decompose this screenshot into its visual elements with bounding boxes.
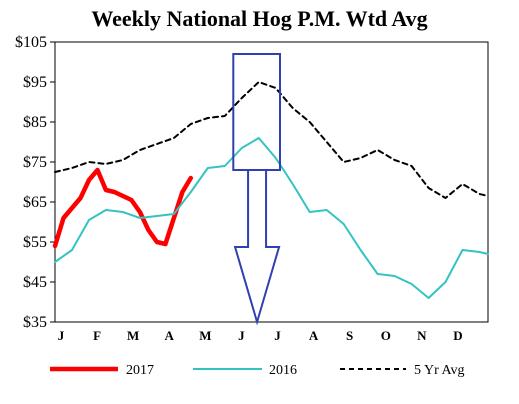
plot-area-frame: [54, 41, 489, 323]
y-tick-label: $35: [23, 314, 47, 331]
x-tick-label: A: [309, 328, 319, 343]
x-tick-label: J: [58, 328, 65, 343]
legend-label-2016: 2016: [269, 363, 297, 378]
y-tick-label: $95: [23, 74, 47, 91]
x-tick-label: O: [381, 328, 391, 343]
y-tick-label: $65: [23, 194, 47, 211]
legend-label-2017: 2017: [126, 363, 154, 378]
x-tick-label: S: [346, 328, 353, 343]
legend-label-5-yr-avg: 5 Yr Avg: [414, 363, 465, 378]
annotation-down-arrow: [233, 169, 281, 326]
y-tick-label: $75: [23, 154, 47, 171]
x-tick-label: M: [199, 328, 211, 343]
series-line-5-yr-avg: [54, 81, 489, 199]
y-tick-label: $45: [23, 274, 47, 291]
x-tick-label: F: [93, 328, 101, 343]
x-tick-label: M: [127, 328, 139, 343]
y-tick-label: $85: [23, 114, 47, 131]
y-tick-label: $105: [15, 34, 47, 51]
series-line-2016: [54, 137, 489, 299]
chart-title: Weekly National Hog P.M. Wtd Avg: [91, 6, 428, 31]
x-tick-label: J: [238, 328, 245, 343]
x-tick-label: A: [165, 328, 175, 343]
x-tick-label: J: [274, 328, 281, 343]
annotation-highlight-box: [232, 53, 281, 171]
x-tick-label: N: [417, 328, 427, 343]
x-tick-label: D: [453, 328, 462, 343]
series-line-2017: [52, 167, 194, 249]
y-tick-label: $55: [23, 234, 47, 251]
